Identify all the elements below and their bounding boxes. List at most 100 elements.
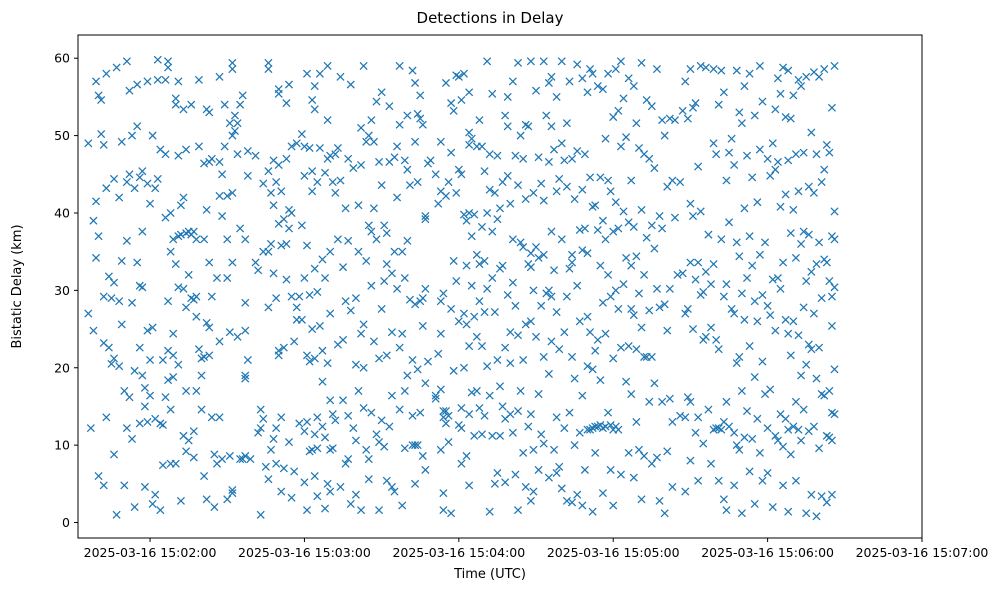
data-point — [318, 346, 327, 355]
data-point — [557, 235, 566, 244]
data-point — [521, 195, 530, 204]
data-point — [722, 397, 731, 406]
data-point — [182, 386, 191, 396]
data-point — [740, 82, 749, 91]
data-point — [308, 187, 317, 196]
data-point — [202, 318, 211, 327]
data-point — [423, 357, 432, 366]
data-point — [694, 476, 703, 485]
data-point — [503, 92, 512, 101]
data-point — [97, 130, 106, 139]
data-point — [537, 301, 546, 310]
data-point — [418, 120, 427, 129]
data-point — [714, 476, 723, 485]
data-point — [467, 281, 476, 290]
data-point — [457, 170, 466, 179]
data-point — [552, 307, 561, 317]
data-point — [660, 300, 669, 309]
data-point — [341, 459, 350, 468]
data-point — [732, 441, 741, 450]
data-point — [117, 137, 126, 146]
data-point — [799, 303, 808, 312]
data-point — [223, 495, 232, 504]
y-tick-label: 10 — [54, 438, 70, 453]
data-point — [640, 270, 649, 279]
data-point — [140, 482, 149, 491]
data-point — [369, 337, 378, 346]
data-point — [411, 441, 420, 450]
data-point — [205, 258, 214, 267]
data-point — [789, 205, 798, 214]
data-point — [382, 229, 391, 238]
data-point — [809, 422, 818, 431]
data-point — [830, 207, 839, 216]
data-point — [683, 304, 692, 313]
data-point — [622, 377, 631, 386]
data-point — [331, 150, 340, 159]
data-point — [452, 277, 461, 286]
data-point — [663, 326, 672, 335]
data-point — [629, 82, 638, 91]
data-point — [802, 360, 811, 369]
data-point — [264, 65, 273, 74]
x-tick-label: 2025-03-16 15:06:00 — [701, 545, 834, 560]
data-point — [169, 235, 178, 244]
data-point — [305, 143, 314, 153]
data-point — [480, 167, 489, 176]
data-point — [241, 326, 250, 335]
data-point — [416, 91, 425, 100]
data-point — [797, 82, 806, 91]
data-point — [547, 122, 556, 131]
data-point — [233, 119, 242, 128]
data-point — [652, 284, 662, 293]
data-point — [326, 151, 335, 160]
data-point — [779, 442, 788, 451]
data-point — [207, 292, 216, 301]
data-point — [164, 376, 173, 385]
data-point — [184, 270, 193, 279]
data-point — [346, 80, 355, 89]
data-point — [593, 225, 602, 235]
data-point — [313, 444, 322, 453]
data-point — [146, 391, 155, 400]
data-point — [820, 65, 829, 74]
data-point — [498, 261, 507, 270]
data-point — [547, 292, 556, 301]
data-point — [421, 465, 430, 474]
data-point — [802, 277, 811, 286]
data-point — [411, 300, 420, 309]
data-point — [573, 147, 582, 156]
data-point — [686, 65, 695, 74]
data-point — [815, 343, 824, 352]
data-point — [357, 123, 366, 132]
data-point — [411, 137, 420, 146]
data-point — [465, 410, 474, 419]
data-point — [207, 413, 216, 422]
data-point — [230, 111, 240, 120]
data-point — [784, 156, 793, 165]
data-point — [807, 267, 816, 276]
data-point — [804, 230, 813, 239]
data-point — [320, 433, 330, 442]
data-point — [521, 482, 530, 491]
data-point — [369, 137, 378, 146]
plot-frame — [77, 34, 923, 539]
data-point — [462, 261, 471, 270]
data-point — [182, 447, 191, 456]
data-point — [534, 465, 543, 474]
data-point — [619, 94, 628, 103]
data-point — [367, 281, 376, 290]
data-point — [632, 345, 641, 354]
data-point — [305, 357, 314, 366]
data-point — [465, 88, 474, 97]
data-point — [719, 88, 728, 97]
data-point — [351, 294, 360, 303]
data-point — [287, 292, 296, 301]
data-point — [308, 325, 317, 334]
data-point — [375, 506, 384, 515]
data-point — [483, 362, 492, 371]
data-point — [706, 323, 716, 332]
data-point — [606, 292, 615, 301]
data-point — [179, 193, 188, 202]
data-point — [781, 112, 790, 122]
